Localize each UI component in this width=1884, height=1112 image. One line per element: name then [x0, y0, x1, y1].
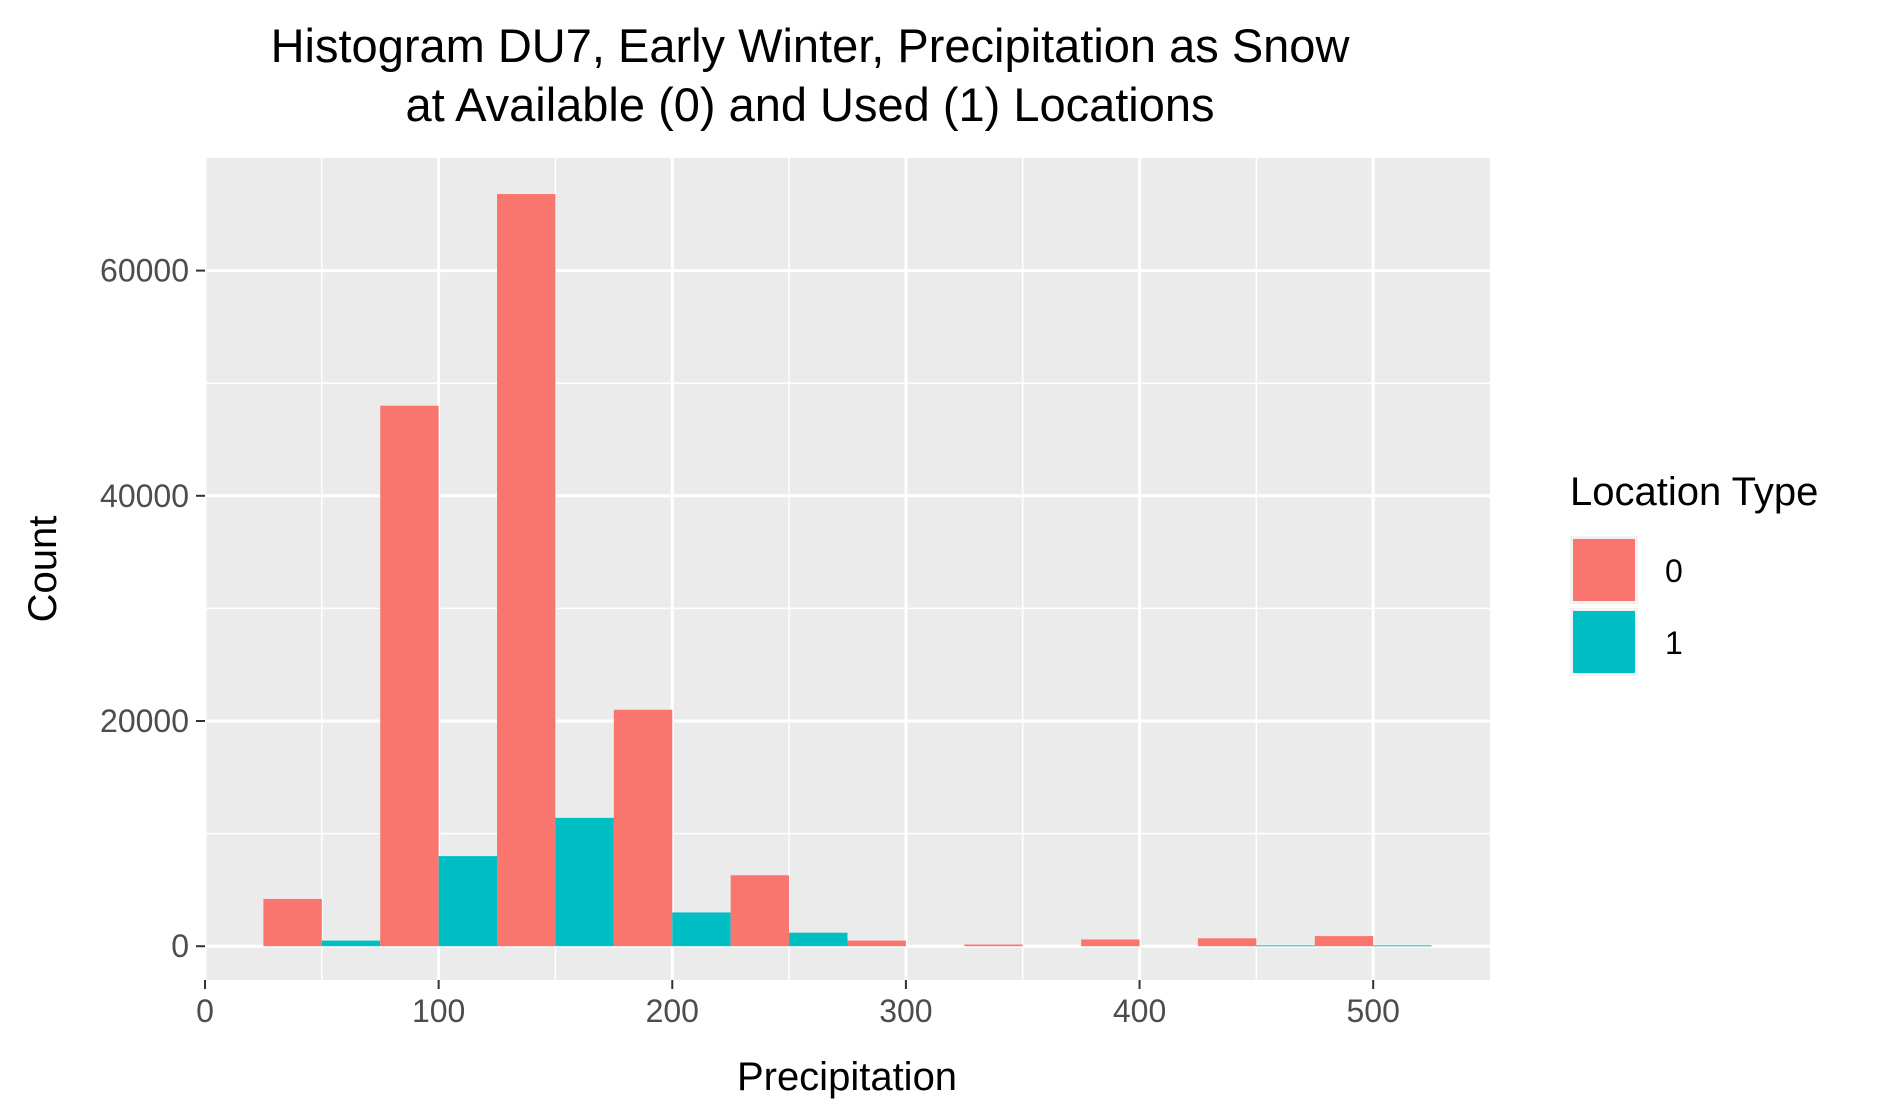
y-tick-label: 60000	[100, 253, 189, 289]
bar-series-1-bin-200	[672, 912, 731, 947]
legend-label-1: 1	[1665, 625, 1683, 661]
x-tick-label: 0	[196, 993, 214, 1029]
bar-series-0-bin-150	[497, 194, 556, 947]
x-tick-label: 100	[412, 993, 465, 1029]
bar-series-0-bin-200	[613, 709, 673, 947]
chart-title-line-2: at Available (0) and Used (1) Locations	[405, 78, 1214, 131]
bars-group	[263, 194, 1432, 947]
bar-series-1-bin-50	[321, 940, 381, 947]
x-tick-label: 300	[879, 993, 932, 1029]
y-tick-label: 20000	[100, 703, 189, 739]
bar-series-0-bin-100	[380, 405, 439, 947]
bar-series-0-bin-250	[730, 875, 790, 947]
x-tick-label: 400	[1113, 993, 1166, 1029]
bar-series-0-bin-400	[1081, 939, 1140, 947]
x-tick-label: 500	[1346, 993, 1399, 1029]
bar-series-1-bin-100	[438, 856, 498, 947]
bar-series-0-bin-300	[847, 940, 906, 947]
bar-series-1-bin-150	[555, 817, 614, 947]
legend-swatch-0	[1573, 539, 1635, 601]
bar-series-1-bin-250	[789, 932, 848, 947]
y-tick-label: 0	[171, 928, 189, 964]
y-tick-label: 40000	[100, 478, 189, 514]
bar-series-0-bin-500	[1314, 936, 1374, 947]
x-tick-label: 200	[646, 993, 699, 1029]
y-axis: 0 20000 40000 60000	[100, 253, 205, 964]
x-axis-title: Precipitation	[737, 1055, 957, 1099]
y-axis-title: Count	[21, 516, 65, 623]
legend-label-0: 0	[1665, 553, 1683, 589]
x-axis: 0 100 200 300 400 500	[196, 980, 1400, 1029]
bar-series-0-bin-50	[263, 898, 322, 947]
legend: Location Type 0 1	[1570, 470, 1818, 676]
legend-title: Location Type	[1570, 470, 1818, 514]
bar-series-1-bin-450	[1256, 945, 1315, 947]
chart-title-line-1: Histogram DU7, Early Winter, Precipitati…	[271, 19, 1351, 72]
bar-series-0-bin-350	[964, 944, 1023, 947]
bar-series-1-bin-500	[1373, 945, 1432, 947]
legend-swatch-1	[1573, 611, 1635, 673]
bar-series-0-bin-450	[1197, 938, 1257, 947]
